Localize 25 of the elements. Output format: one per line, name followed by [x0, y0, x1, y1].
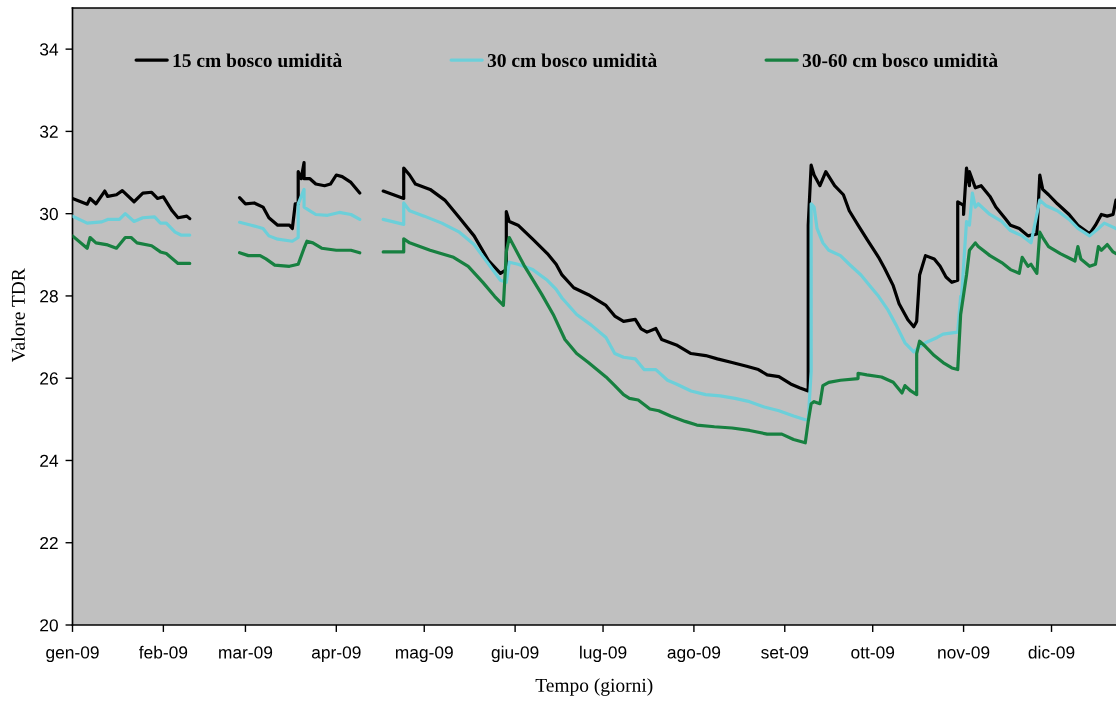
x-axis-title: Tempo (giorni) — [535, 678, 653, 696]
legend-label: 30-60 cm bosco umidità — [802, 53, 998, 68]
y-tick-label: 34 — [39, 43, 59, 56]
y-tick-label: 30 — [39, 207, 58, 221]
x-tick-label: ott-09 — [851, 646, 895, 659]
y-axis-title: Valore TDR — [11, 268, 25, 363]
x-tick-label: lug-09 — [580, 645, 627, 663]
x-tick-label: ago-09 — [667, 646, 721, 663]
x-tick-label: gen-09 — [46, 646, 99, 663]
legend-label: 30 cm bosco umidità — [487, 53, 657, 68]
y-tick-label: 24 — [40, 454, 59, 467]
x-tick-label: mar-09 — [219, 646, 273, 659]
x-tick-label: set-09 — [761, 646, 809, 659]
x-tick-label: apr-09 — [311, 646, 361, 663]
x-tick-label: nov-09 — [938, 646, 990, 659]
y-tick-label: 22 — [40, 536, 58, 550]
legend-label: 15 cm bosco umidità — [173, 53, 342, 68]
y-tick-label: 32 — [39, 125, 58, 138]
x-tick-label: giu-09 — [491, 645, 539, 663]
y-tick-label: 28 — [40, 290, 58, 303]
y-tick-label: 26 — [40, 372, 58, 385]
x-tick-label: mag-09 — [395, 646, 453, 663]
x-tick-label: dic-09 — [1028, 645, 1075, 659]
y-tick-label: 20 — [40, 619, 58, 632]
x-tick-label: feb-09 — [139, 645, 188, 659]
